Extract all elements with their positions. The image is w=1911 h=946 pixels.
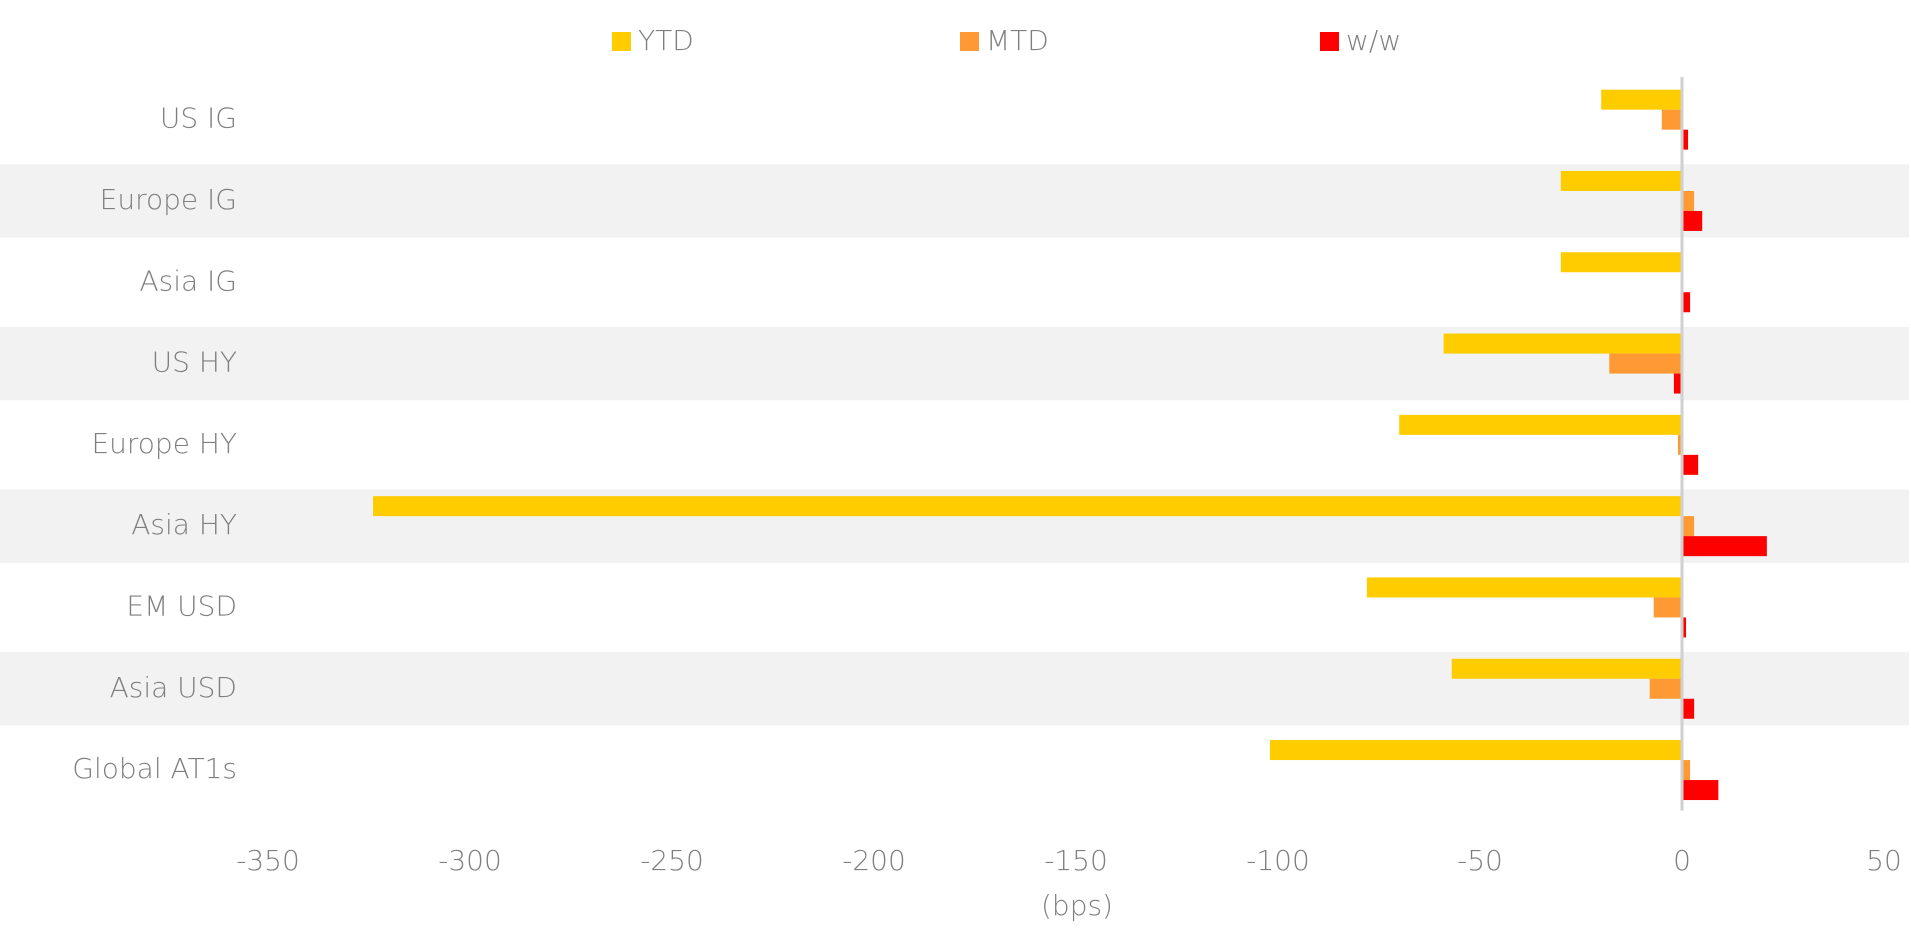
bar	[1560, 170, 1682, 191]
bar	[1451, 658, 1682, 679]
y-tick-label: US HY	[152, 346, 237, 379]
bar	[1661, 109, 1682, 130]
legend-swatch	[960, 32, 979, 51]
bar	[1682, 780, 1719, 801]
bar	[1682, 292, 1691, 313]
legend-swatch	[612, 32, 631, 51]
bar	[1682, 760, 1691, 781]
legend-swatch	[1320, 32, 1339, 51]
x-tick-label: -250	[640, 844, 704, 877]
y-tick-label: Asia IG	[139, 264, 237, 297]
bar	[1682, 536, 1767, 557]
bar	[1366, 577, 1682, 598]
bar	[1609, 353, 1682, 374]
x-tick-label: -350	[236, 844, 300, 877]
bar	[1682, 516, 1695, 537]
y-tick-label: Global AT1s	[72, 752, 237, 785]
bar	[1682, 617, 1687, 638]
y-tick-label: Europe HY	[91, 427, 237, 460]
bar	[1443, 333, 1682, 354]
x-tick-label: -50	[1457, 844, 1503, 877]
bar	[1677, 434, 1682, 455]
bar	[1682, 454, 1699, 475]
y-tick-label: Europe IG	[100, 183, 237, 216]
bar	[1649, 678, 1682, 699]
bar	[1560, 252, 1682, 273]
y-tick-label: US IG	[160, 102, 237, 135]
y-tick-label: EM USD	[126, 589, 237, 622]
x-tick-label: -150	[1044, 844, 1108, 877]
bar	[1653, 597, 1682, 618]
bar	[1601, 89, 1682, 110]
x-tick-label: -300	[438, 844, 502, 877]
legend-label: YTD	[638, 24, 694, 57]
x-tick-label: 0	[1673, 844, 1691, 877]
bar	[1269, 740, 1682, 761]
legend-label: w/w	[1346, 24, 1401, 57]
bar	[1682, 698, 1695, 719]
legend-label: MTD	[986, 24, 1049, 57]
bar	[1682, 129, 1689, 150]
bar	[1673, 373, 1682, 394]
bar	[1399, 414, 1682, 435]
x-tick-label: 50	[1866, 844, 1902, 877]
x-tick-label: -100	[1246, 844, 1310, 877]
y-tick-label: Asia USD	[110, 671, 237, 704]
x-tick-label: -200	[842, 844, 906, 877]
bar	[373, 496, 1682, 517]
bar	[1682, 210, 1703, 231]
y-tick-label: Asia HY	[131, 508, 237, 541]
bar	[1682, 190, 1695, 211]
x-axis-title: (bps)	[1041, 889, 1113, 922]
